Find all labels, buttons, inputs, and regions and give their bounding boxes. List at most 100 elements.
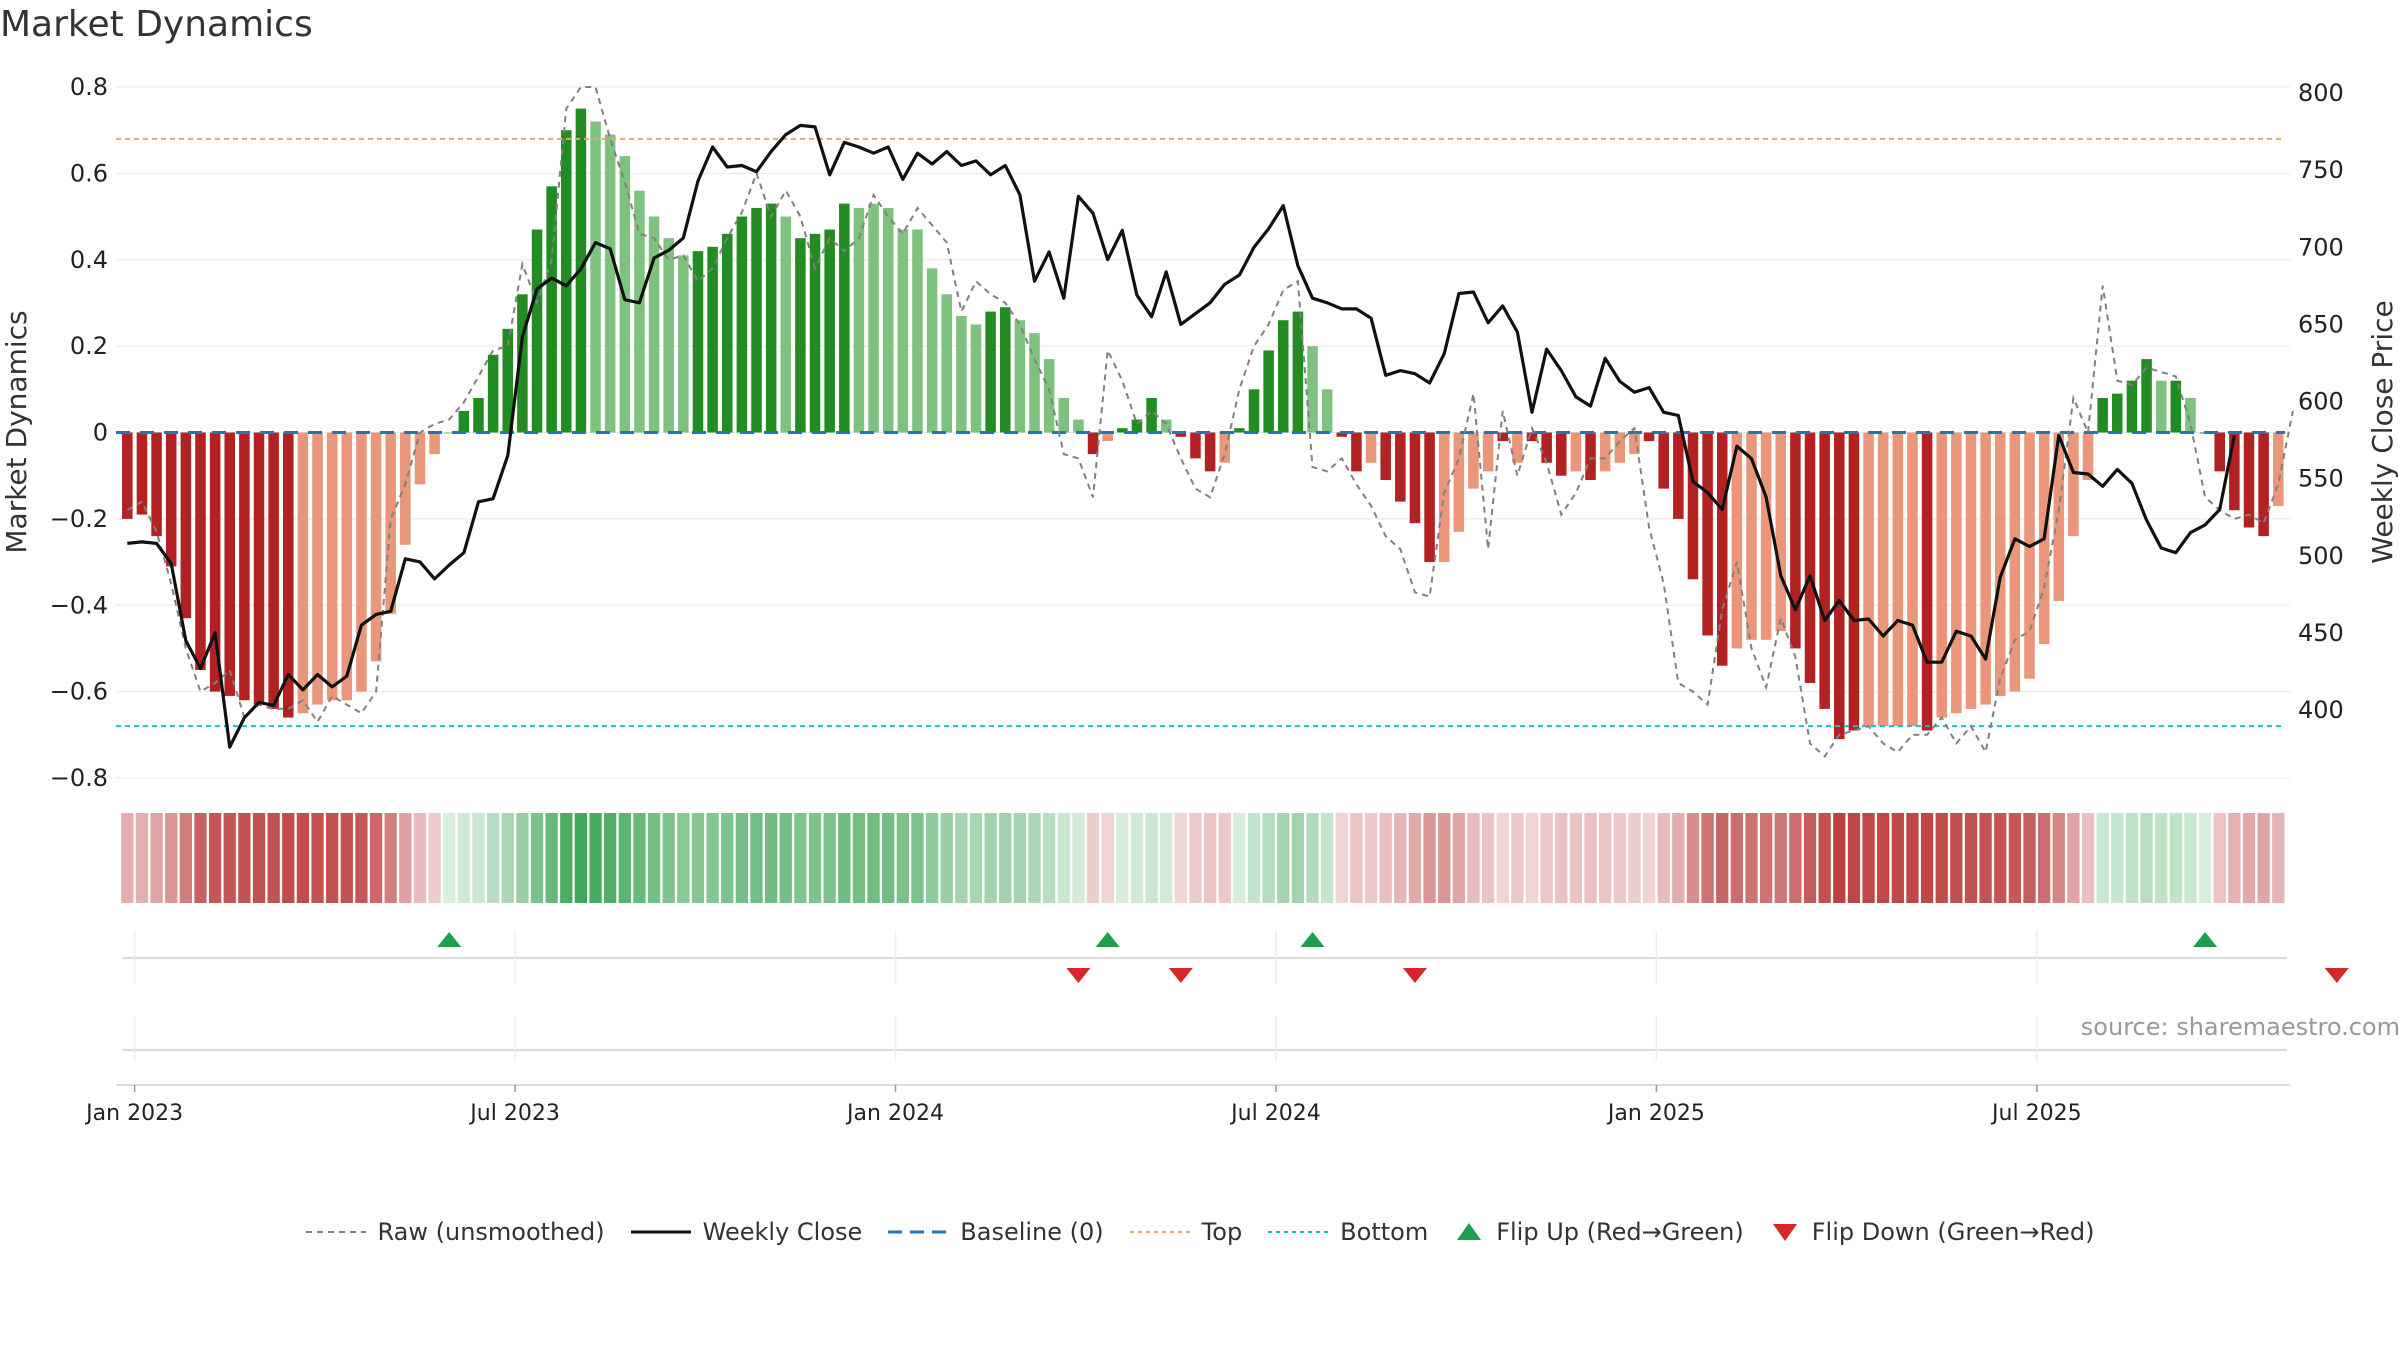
dynamics-bar (1307, 346, 1318, 433)
reference-lines (116, 137, 2285, 728)
heat-cell (984, 813, 997, 903)
heat-cell (2213, 813, 2226, 903)
heat-cell (121, 813, 134, 903)
dynamics-bar (999, 307, 1011, 433)
heat-cell (413, 813, 427, 903)
triangle-up-icon (1457, 1223, 1482, 1240)
legend-baseline: Baseline (0) (888, 1218, 1104, 1246)
dynamics-bar (1131, 419, 1143, 433)
heat-cell (1730, 813, 1744, 903)
dynamics-bar (1951, 432, 1962, 714)
raw-line (126, 86, 2294, 758)
heat-cell (1774, 813, 1787, 903)
heat-cell (1481, 813, 1495, 903)
dynamics-bar (956, 315, 967, 433)
close-line (127, 123, 2236, 749)
flip-down-marker (1402, 968, 1427, 983)
heat-cell (911, 813, 924, 903)
x-tick-label: Jul 2025 (1990, 1101, 2082, 1126)
heat-cell (604, 813, 617, 903)
source-credit: source: sharemaestro.com (2080, 1013, 2400, 1041)
heat-cell (1321, 813, 1334, 903)
dynamics-bar (1219, 432, 1231, 463)
legend-close-label: Weekly Close (702, 1218, 863, 1246)
heat-cell (1613, 813, 1626, 903)
heat-cell (955, 813, 968, 903)
heat-cell (2008, 813, 2022, 903)
heat-cell (384, 813, 397, 903)
dynamics-bar (1556, 432, 1567, 476)
heat-cell (852, 813, 866, 903)
heat-cell (1247, 813, 1261, 903)
heat-cell (1979, 813, 1992, 903)
heat-cell (428, 813, 441, 903)
dynamics-bar (1643, 432, 1655, 442)
dynamics-bar (678, 255, 689, 433)
dynamics-bar (546, 186, 557, 433)
dynamics-bar (926, 268, 938, 433)
heat-cell (1350, 813, 1363, 903)
dynamics-bar (2009, 432, 2021, 692)
dynamics-bar (1673, 432, 1684, 519)
baseline-swatch (888, 1230, 949, 1234)
dynamics-bar (1512, 432, 1523, 463)
dynamics-bar (2243, 432, 2255, 528)
heat-cell (1555, 813, 1568, 903)
heat-cell (1203, 813, 1217, 903)
dynamics-bar (2229, 432, 2240, 511)
heat-cell (2125, 813, 2139, 903)
x-tick-label: Jul 2023 (468, 1101, 560, 1126)
heat-cell (1657, 813, 1670, 903)
dynamics-bar (853, 207, 865, 433)
y-tick-label: −0.6 (50, 678, 108, 706)
heat-cell (2242, 813, 2256, 903)
dynamics-bar (2024, 432, 2035, 679)
heat-cell (1964, 813, 1978, 903)
dynamics-bar (707, 246, 718, 433)
heat-cell (1086, 813, 1100, 903)
dynamics-bar (2214, 432, 2225, 472)
chart-title: Market Dynamics (0, 4, 313, 45)
y-tick-label: 0.4 (70, 246, 108, 274)
dynamics-bar (985, 311, 996, 433)
dynamics-bar (1994, 432, 2006, 696)
heat-cell (1891, 813, 1904, 903)
dynamics-bar (2272, 432, 2284, 506)
heat-cell (267, 813, 280, 903)
dynamics-bar (692, 251, 704, 433)
dynamics-bar (1775, 432, 1787, 632)
y2-tick-label: 550 (2298, 465, 2344, 493)
heat-cell (1218, 813, 1231, 903)
dynamics-bar (765, 203, 777, 433)
dynamics-bar (2126, 380, 2138, 433)
dynamics-bar (370, 432, 382, 662)
legend: Raw (unsmoothed) Weekly Close Baseline (… (0, 1212, 2400, 1252)
triangle-down-icon (1772, 1224, 1797, 1241)
dynamics-bar (1102, 432, 1113, 442)
dynamics-bar (2053, 432, 2065, 601)
flip-down-marker (1066, 968, 1091, 983)
heat-cell (2023, 813, 2036, 903)
heat-cell (1906, 813, 1919, 903)
y-tick-label: −0.8 (50, 764, 108, 792)
dynamics-bar (1014, 320, 1026, 433)
dynamics-bar (1365, 432, 1377, 463)
y2-tick-label: 750 (2298, 156, 2344, 184)
dynamics-bar (443, 432, 455, 434)
heat-cell (2052, 813, 2065, 903)
raw-line-swatch (305, 1231, 366, 1233)
dynamics-bar (1438, 432, 1450, 563)
heat-cell (296, 813, 310, 903)
dynamics-bar (122, 432, 133, 519)
heat-cell (252, 813, 266, 903)
dynamics-bar (795, 238, 806, 433)
dynamics-bar (941, 294, 952, 433)
heat-cell (589, 813, 602, 903)
heat-cell (633, 813, 646, 903)
dynamics-bar (824, 229, 835, 433)
dynamics-bar (970, 324, 982, 433)
dynamics-bar (1190, 432, 1201, 459)
heat-cell (1789, 813, 1802, 903)
heat-cell (1686, 813, 1700, 903)
dynamics-bar (2082, 432, 2094, 481)
